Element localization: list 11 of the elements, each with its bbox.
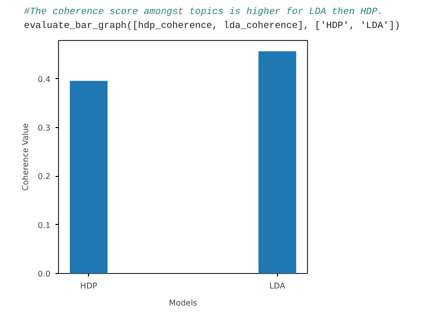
x-tick-label: HDP	[80, 282, 98, 290]
y-tick-label: 0.2	[38, 172, 51, 182]
y-tick-label: 0.3	[38, 124, 51, 133]
y-axis-title: Coherence Value	[20, 123, 30, 191]
y-tick-label: 0.1	[38, 220, 51, 230]
y-tick-label: 0.0	[38, 270, 51, 278]
x-axis-title: Models	[168, 298, 198, 308]
x-tick-label: LDA	[269, 282, 286, 290]
text: evaluate_bar_graph([hdp_coherence, lda_coherence], ['HDP', 'LDA'])	[23, 19, 400, 33]
text: #The coherence score amongst topics is higher for LDA then HDP.	[23, 5, 384, 19]
y-tick-label: 0.4	[38, 74, 51, 84]
